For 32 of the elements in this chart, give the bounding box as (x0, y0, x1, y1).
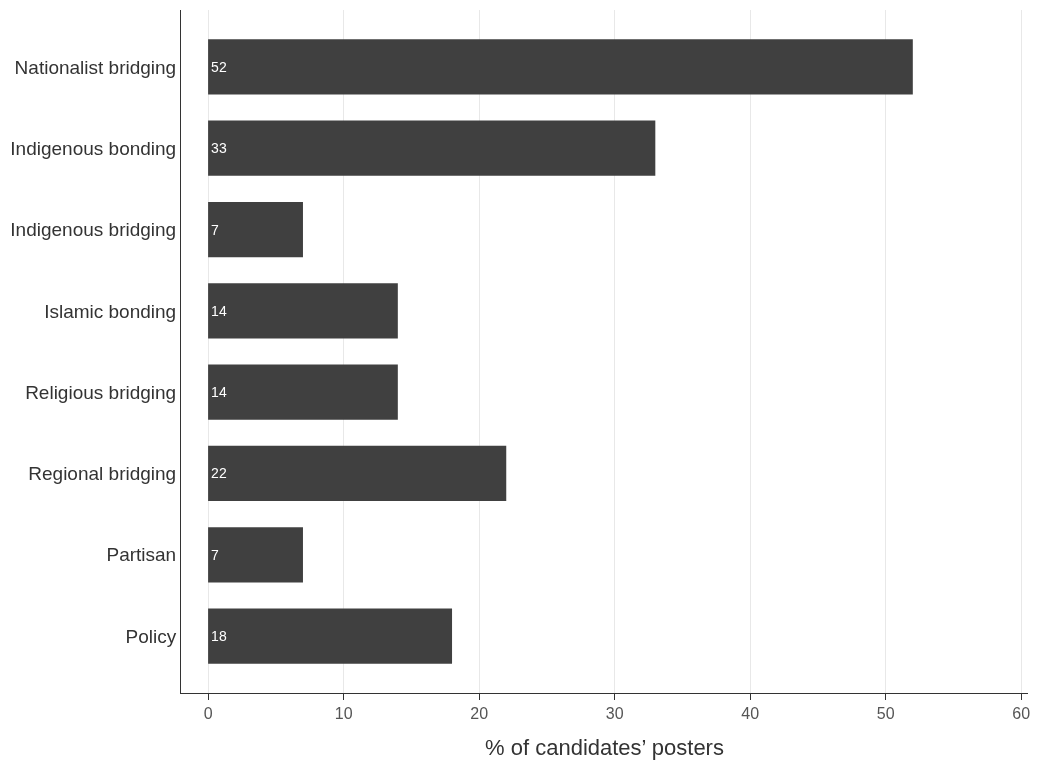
y-tick-label: Regional bridging (28, 463, 177, 485)
y-tick-label: Religious bridging (25, 381, 177, 403)
y-tick-label: Islamic bonding (44, 300, 177, 322)
data-label: 52 (211, 58, 227, 75)
data-label: 7 (211, 221, 220, 238)
bar (208, 120, 656, 176)
x-tick-label: 60 (1012, 705, 1031, 723)
data-label: 33 (211, 140, 227, 157)
y-tick-label: Policy (125, 625, 177, 647)
y-tick-label: Indigenous bridging (10, 219, 177, 241)
x-tick-label: 50 (876, 705, 895, 723)
bar (208, 445, 507, 502)
bar (208, 527, 303, 583)
x-tick-label: 0 (203, 705, 213, 723)
x-tick-label: 30 (605, 705, 624, 723)
bar (208, 283, 398, 339)
data-label: 22 (211, 465, 227, 482)
data-label: 18 (211, 628, 227, 645)
x-tick-label: 10 (334, 705, 353, 723)
x-axis-title: % of candidates’ posters (485, 735, 724, 761)
x-tick-label: 40 (741, 705, 760, 723)
data-label: 14 (211, 384, 227, 401)
y-tick-label: Indigenous bonding (10, 137, 177, 159)
data-label: 14 (211, 302, 227, 319)
data-label: 7 (211, 546, 220, 563)
y-tick-label: Nationalist bridging (14, 56, 177, 78)
bar (208, 364, 398, 420)
bar (208, 39, 913, 95)
bar (208, 201, 303, 258)
y-tick-label: Partisan (106, 544, 177, 566)
x-tick-label: 20 (470, 705, 489, 723)
bar (208, 608, 453, 664)
